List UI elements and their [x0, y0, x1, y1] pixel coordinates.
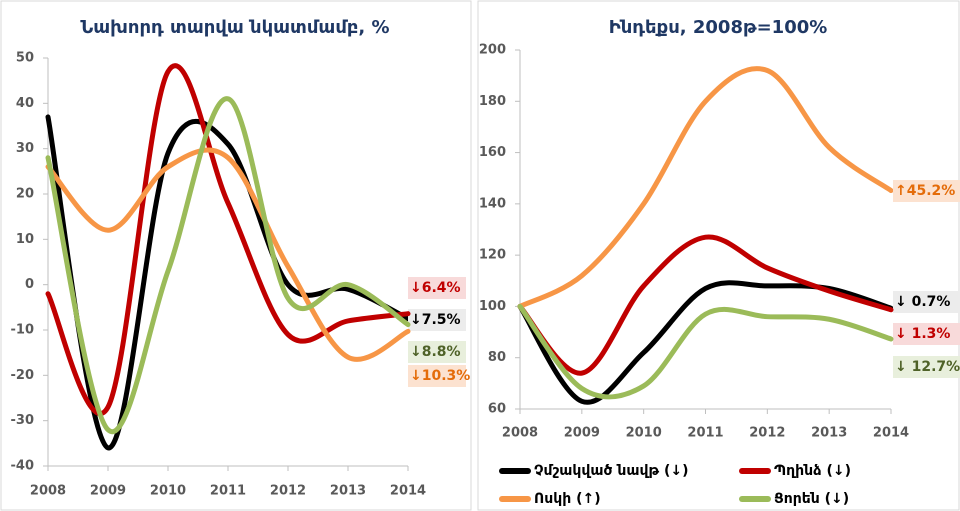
chart-title: Ինդեքս, 2008թ=100% — [609, 17, 828, 38]
y-tick-label: -40 — [11, 459, 35, 474]
y-tick-label: 60 — [488, 402, 506, 417]
end-label: ↓ 12.7% — [895, 359, 960, 375]
legend-label: Ոսկի (↑) — [534, 491, 601, 507]
x-tick-label: 2010 — [150, 484, 186, 499]
x-tick-label: 2013 — [330, 484, 366, 499]
x-tick-label: 2013 — [811, 426, 847, 441]
end-label-bg — [408, 341, 466, 363]
end-label-bg — [893, 356, 960, 378]
y-tick-label: 0 — [25, 277, 34, 292]
y-tick-label: 80 — [488, 350, 506, 365]
series-line — [517, 303, 894, 400]
end-label: ↓6.4% — [410, 280, 461, 296]
end-label: ↑45.2% — [895, 183, 955, 199]
y-tick-label: 120 — [479, 248, 506, 263]
x-tick-label: 2008 — [30, 484, 66, 499]
x-tick-label: 2009 — [564, 426, 600, 441]
legend-label: Պղինձ (↓) — [774, 463, 851, 479]
series-line — [45, 147, 411, 362]
y-tick-label: 20 — [16, 187, 34, 202]
y-tick-label: 50 — [16, 51, 34, 66]
y-tick-label: 140 — [479, 196, 506, 211]
x-tick-label: 2009 — [90, 484, 126, 499]
x-tick-label: 2014 — [873, 426, 909, 441]
series-line — [517, 234, 894, 376]
x-tick-label: 2011 — [210, 484, 246, 499]
y-tick-label: 30 — [16, 141, 34, 156]
end-label: ↓ 1.3% — [895, 326, 950, 342]
y-tick-label: 160 — [479, 145, 506, 160]
legend-label: Ցորեն (↓) — [774, 491, 849, 507]
end-label: ↓8.8% — [410, 344, 461, 360]
y-tick-label: -20 — [11, 368, 35, 383]
y-tick-label: 200 — [479, 43, 506, 58]
end-label-bg — [893, 291, 960, 313]
chart-title: Նախորդ տարվա նկատմամբ, % — [80, 17, 389, 38]
y-tick-label: -10 — [11, 323, 35, 338]
x-tick-label: 2012 — [749, 426, 785, 441]
end-label: ↓10.3% — [410, 368, 470, 384]
panel-border — [477, 0, 960, 511]
y-tick-label: 10 — [16, 232, 34, 247]
end-label: ↓7.5% — [410, 312, 461, 328]
end-label-bg — [893, 323, 960, 345]
end-label: ↓ 0.7% — [895, 294, 950, 310]
series-line — [517, 66, 894, 309]
y-tick-label: 180 — [479, 94, 506, 109]
end-label-bg — [893, 180, 960, 202]
panel-border — [0, 0, 472, 511]
series-line — [45, 63, 411, 417]
x-tick-label: 2008 — [502, 426, 538, 441]
y-tick-label: 40 — [16, 96, 34, 111]
series-line — [45, 96, 411, 435]
x-tick-label: 2014 — [390, 484, 426, 499]
y-tick-label: -30 — [11, 413, 35, 428]
end-label-bg — [408, 277, 466, 299]
series-line — [45, 114, 411, 451]
legend-label: Չմշակված նավթ (↓) — [534, 463, 688, 479]
y-tick-label: 100 — [479, 299, 506, 314]
x-tick-label: 2010 — [626, 426, 662, 441]
end-label-bg — [408, 365, 466, 387]
end-label-bg — [408, 309, 466, 331]
x-tick-label: 2012 — [270, 484, 306, 499]
x-tick-label: 2011 — [687, 426, 723, 441]
